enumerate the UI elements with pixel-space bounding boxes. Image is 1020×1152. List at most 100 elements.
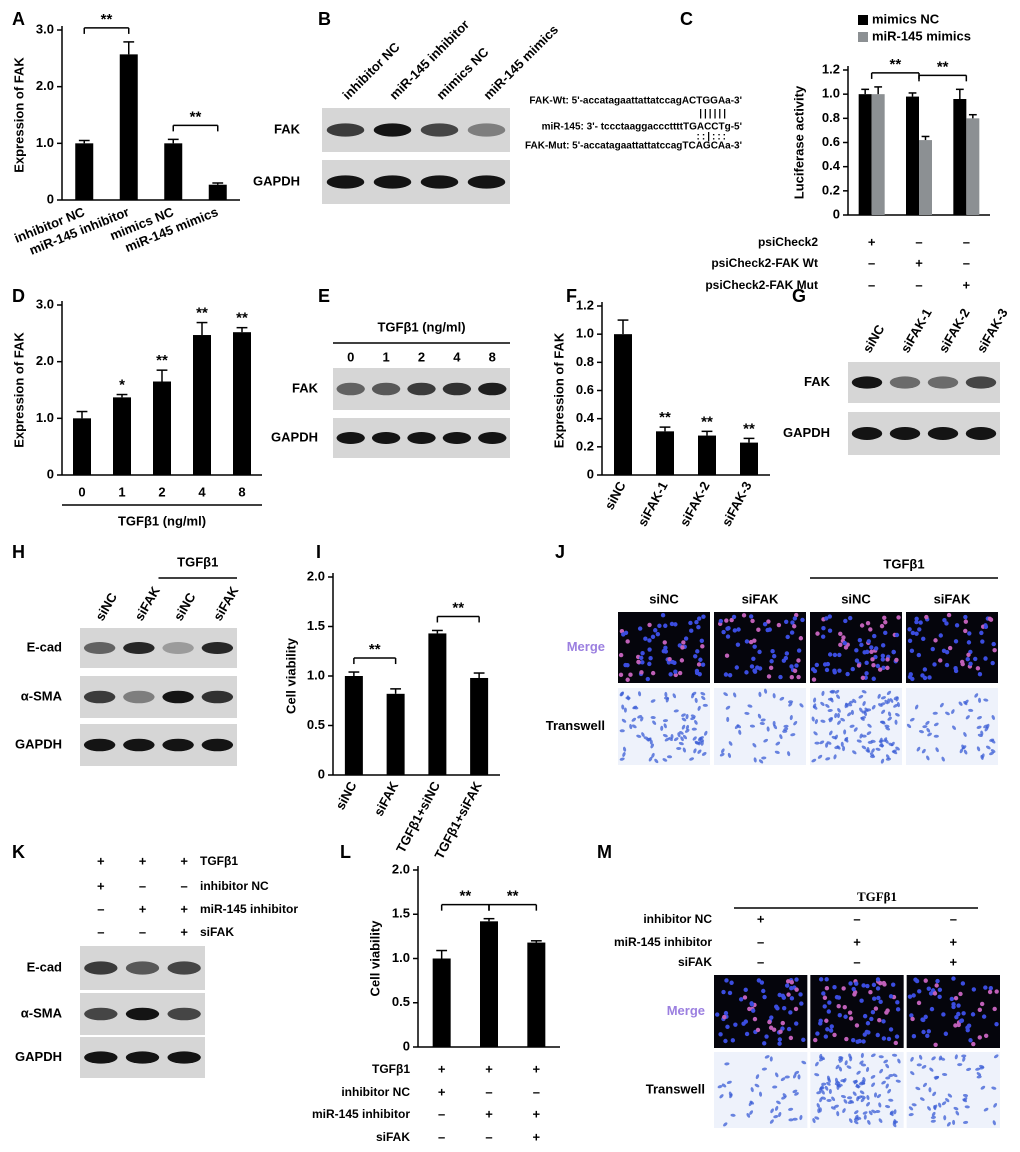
cell-nucleus (963, 614, 968, 620)
migrated-cell (885, 757, 891, 761)
migrated-cell (824, 1085, 829, 1091)
migrated-cell (974, 693, 979, 698)
cell-nucleus (944, 662, 950, 668)
cell-nucleus (917, 627, 922, 632)
cell-nucleus (932, 991, 938, 996)
migrated-cell (955, 1110, 960, 1116)
migrated-cell (849, 724, 855, 728)
blot-band (162, 690, 194, 704)
migrated-cell (911, 1103, 917, 1107)
significance-star: ** (889, 56, 901, 73)
y-tick-label: 2.0 (36, 353, 54, 368)
migrated-cell (934, 1075, 940, 1080)
cell-nucleus (829, 1024, 834, 1029)
bar (480, 921, 498, 1047)
migrated-cell (927, 1106, 931, 1111)
migrated-cell (638, 691, 642, 697)
condition-sign: – (139, 878, 146, 893)
migrated-cell (792, 1089, 798, 1094)
migrated-cell (933, 1104, 938, 1110)
blot-row-label: GAPDH (15, 1049, 62, 1064)
cell-nucleus (953, 995, 959, 1001)
migrated-cell (976, 1075, 982, 1079)
x-tick-label: siNC (332, 778, 359, 812)
cell-nucleus (683, 636, 689, 641)
cell-nucleus (639, 670, 644, 675)
migrated-cell (690, 714, 696, 718)
cell-nucleus (721, 629, 726, 635)
migrated-cell (787, 751, 791, 757)
cell-nucleus (669, 621, 675, 627)
cell-nucleus (794, 987, 799, 992)
migrated-cell (842, 1077, 847, 1083)
cell-nucleus (943, 1031, 949, 1036)
cell-nucleus (894, 1034, 900, 1039)
migrated-cell (852, 698, 857, 704)
cell-nucleus (911, 1034, 917, 1039)
blot-band (84, 1051, 118, 1064)
migrated-cell (946, 1121, 951, 1127)
migrated-cell (863, 1114, 867, 1120)
cell-nucleus (968, 1038, 973, 1043)
cell-nucleus (618, 672, 624, 678)
bar (193, 335, 211, 475)
migrated-cell (758, 691, 762, 697)
migrated-cell (697, 749, 702, 754)
cell-nucleus (825, 1027, 830, 1032)
migrated-cell (772, 693, 776, 699)
cell-nucleus (861, 1039, 866, 1044)
cell-nucleus (784, 619, 789, 625)
cell-nucleus (769, 1015, 774, 1020)
migrated-cell (867, 1119, 871, 1125)
condition-sign: + (915, 255, 923, 270)
column-label: siNC (649, 591, 679, 606)
cell-nucleus (794, 977, 799, 982)
migrated-cell (964, 1105, 970, 1109)
migrated-cell (783, 724, 789, 728)
cell-nucleus (934, 983, 939, 988)
cell-nucleus (688, 620, 693, 626)
lane-label: siFAK (131, 583, 163, 623)
cell-nucleus (960, 981, 966, 986)
migrated-cell (682, 747, 686, 753)
cell-nucleus (749, 1002, 755, 1007)
migrated-cell (963, 732, 967, 737)
condition-sign: + (533, 1106, 541, 1121)
cell-nucleus (812, 668, 818, 674)
migrated-cell (883, 737, 888, 742)
migrated-cell (692, 736, 697, 741)
y-tick-label: 1.2 (822, 61, 840, 76)
blot-band (373, 175, 412, 189)
cell-nucleus (789, 664, 794, 669)
cell-nucleus (768, 665, 774, 671)
y-tick-label: 0.6 (576, 382, 594, 397)
cell-nucleus (914, 616, 919, 622)
migrated-cell (622, 746, 627, 752)
migrated-cell (871, 748, 875, 754)
migrated-cell (701, 695, 706, 701)
migrated-cell (916, 746, 921, 752)
condition-sign: + (963, 277, 971, 292)
migrated-cell (754, 1083, 760, 1088)
migrated-cell (753, 757, 757, 763)
cell-nucleus (821, 991, 826, 996)
migrated-cell (678, 741, 684, 746)
y-tick-label: 0.8 (822, 110, 840, 125)
cell-nucleus (814, 662, 820, 668)
cell-nucleus (973, 656, 978, 662)
migrated-cell (880, 696, 886, 700)
cell-nucleus (724, 653, 730, 658)
migrated-cell (631, 717, 637, 722)
migrated-cell (910, 1071, 915, 1076)
cell-nucleus (988, 985, 994, 991)
cell-nucleus (865, 983, 870, 989)
condition-sign: – (915, 234, 922, 249)
cell-nucleus (755, 1027, 761, 1033)
migrated-cell (676, 746, 682, 750)
cell-nucleus (861, 983, 866, 988)
cell-nucleus (877, 1017, 882, 1023)
migrated-cell (837, 720, 842, 725)
bar (164, 143, 183, 200)
cell-nucleus (987, 989, 993, 995)
